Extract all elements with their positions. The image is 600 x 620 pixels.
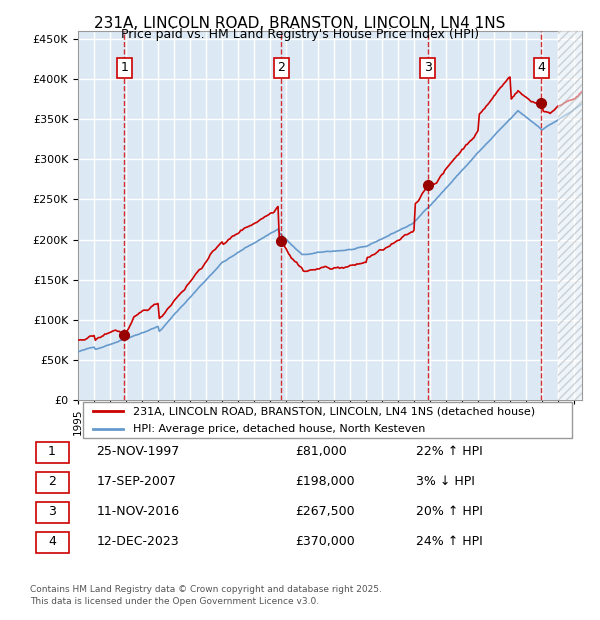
Text: Price paid vs. HM Land Registry's House Price Index (HPI): Price paid vs. HM Land Registry's House … [121,28,479,41]
Text: 17-SEP-2007: 17-SEP-2007 [96,475,176,487]
Text: 2: 2 [48,475,56,487]
Text: £267,500: £267,500 [295,505,355,518]
Text: 4: 4 [48,534,56,547]
Text: £198,000: £198,000 [295,475,355,487]
FancyBboxPatch shape [35,441,68,463]
Text: HPI: Average price, detached house, North Kesteven: HPI: Average price, detached house, Nort… [133,424,426,434]
Text: 12-DEC-2023: 12-DEC-2023 [96,534,179,547]
Text: 2: 2 [277,61,285,74]
Text: 11-NOV-2016: 11-NOV-2016 [96,505,179,518]
Text: 4: 4 [537,61,545,74]
FancyBboxPatch shape [35,502,68,523]
Text: 1: 1 [48,445,56,458]
FancyBboxPatch shape [35,531,68,554]
Text: Contains HM Land Registry data © Crown copyright and database right 2025.: Contains HM Land Registry data © Crown c… [30,585,382,594]
FancyBboxPatch shape [35,472,68,494]
Text: £81,000: £81,000 [295,445,347,458]
Text: £370,000: £370,000 [295,534,355,547]
Text: 3% ↓ HPI: 3% ↓ HPI [416,475,475,487]
Text: 25-NOV-1997: 25-NOV-1997 [96,445,179,458]
Polygon shape [558,31,582,400]
Text: 24% ↑ HPI: 24% ↑ HPI [416,534,483,547]
Text: 3: 3 [424,61,431,74]
Text: 3: 3 [48,505,56,518]
Text: This data is licensed under the Open Government Licence v3.0.: This data is licensed under the Open Gov… [30,598,319,606]
FancyBboxPatch shape [83,402,572,438]
Text: 22% ↑ HPI: 22% ↑ HPI [416,445,483,458]
Text: 20% ↑ HPI: 20% ↑ HPI [416,505,483,518]
Text: 231A, LINCOLN ROAD, BRANSTON, LINCOLN, LN4 1NS: 231A, LINCOLN ROAD, BRANSTON, LINCOLN, L… [94,16,506,30]
Text: 1: 1 [121,61,128,74]
Text: 231A, LINCOLN ROAD, BRANSTON, LINCOLN, LN4 1NS (detached house): 231A, LINCOLN ROAD, BRANSTON, LINCOLN, L… [133,406,536,416]
